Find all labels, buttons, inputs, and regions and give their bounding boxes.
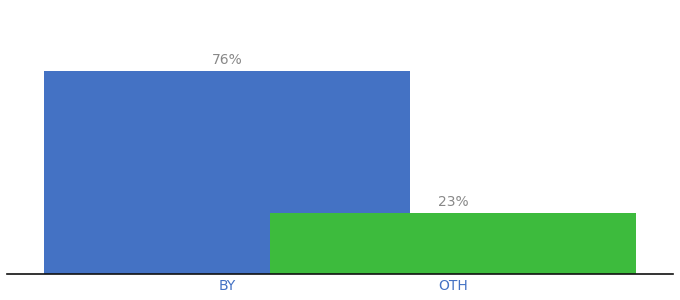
Text: 23%: 23% xyxy=(438,195,469,209)
Bar xyxy=(270,213,636,274)
Bar xyxy=(44,71,410,274)
Text: 76%: 76% xyxy=(211,53,242,67)
